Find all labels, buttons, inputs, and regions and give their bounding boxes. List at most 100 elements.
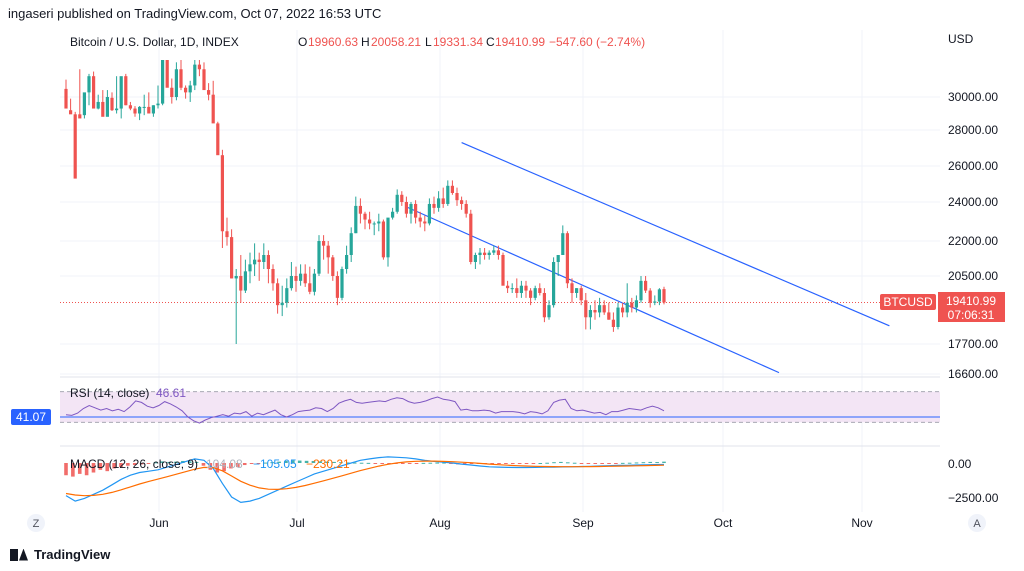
candle-body: [423, 221, 427, 224]
candle-body: [243, 271, 247, 291]
candle-body: [427, 203, 431, 224]
candle-body: [368, 219, 372, 224]
macd-histogram-bar: [270, 462, 275, 464]
macd-histogram-bar: [655, 462, 659, 464]
rsi-cursor-tag: [11, 409, 51, 425]
candle-body: [308, 283, 312, 292]
macd-histogram-bar: [304, 460, 309, 463]
macd-histogram-bar: [112, 463, 116, 469]
candle-body: [395, 194, 399, 212]
candle-body: [64, 88, 68, 109]
candle-body: [630, 302, 634, 308]
macd-label: MACD (12, 26, close, 9): [70, 457, 198, 471]
rsi-pane: [60, 391, 940, 424]
macd-histogram-bar: [373, 463, 378, 464]
candle-body: [381, 221, 385, 258]
macd-histogram-bar: [256, 463, 261, 464]
candle-body: [506, 285, 510, 289]
zoom-reset-button[interactable]: [27, 514, 45, 532]
tradingview-logo[interactable]: TradingView: [10, 547, 110, 562]
ohlc-open-label: O: [298, 35, 307, 49]
candle-body: [634, 300, 638, 308]
macd-histogram-bar: [490, 463, 494, 464]
candle-body: [340, 269, 344, 298]
candle-body: [598, 305, 602, 313]
candle-body: [621, 307, 625, 313]
candle-body: [450, 185, 454, 193]
macd-histogram-bar: [64, 463, 68, 476]
time-tick-label: Oct: [714, 516, 733, 530]
macd-signal-value: −230.21: [306, 457, 350, 471]
symbol-tag-text: BTCUSD: [883, 295, 933, 309]
candle-body: [487, 252, 491, 255]
candle-body: [653, 301, 657, 303]
candle-body: [561, 233, 565, 255]
candle-body: [372, 223, 376, 225]
macd-histogram-bar: [167, 461, 171, 463]
candle-body: [92, 76, 96, 109]
candle-body: [184, 87, 188, 93]
candle-body: [437, 198, 441, 208]
candle-body: [133, 108, 137, 114]
macd-histogram-bar: [593, 463, 598, 464]
candle-body: [253, 259, 257, 265]
candle-body: [575, 288, 579, 293]
macd-histogram-bar: [538, 463, 543, 464]
macd-histogram-bar: [126, 463, 130, 466]
rsi-value: 46.61: [156, 386, 186, 400]
candle-body: [657, 289, 661, 302]
candle-body: [570, 283, 574, 293]
candle-body: [156, 103, 160, 106]
candle-body: [377, 221, 381, 224]
candle-body: [414, 203, 418, 218]
macd-histogram-bar: [524, 463, 529, 464]
candle-body: [161, 60, 165, 104]
candle-body: [170, 87, 174, 97]
macd-histogram-bar: [552, 462, 556, 464]
candle-body: [533, 288, 537, 298]
trend-channel: [60, 142, 890, 374]
candle-body: [492, 250, 496, 253]
candle-body: [404, 202, 408, 214]
macd-histogram-bar: [572, 462, 577, 464]
candle-body: [78, 114, 82, 119]
candle-body: [547, 305, 551, 318]
macd-histogram-bar: [77, 463, 82, 474]
ohlc-low-label: L: [425, 35, 432, 49]
macd-histogram-bar: [517, 463, 522, 464]
time-axis: Jun Jul Aug Sep Oct Nov: [149, 516, 872, 530]
macd-histogram-bar: [565, 462, 570, 464]
candle-body: [179, 69, 183, 88]
macd-histogram-bar: [607, 463, 611, 464]
publish-info: ingaseri published on TradingView.com, O…: [8, 6, 382, 21]
macd-histogram-bar: [559, 461, 563, 463]
candle-body: [87, 76, 91, 93]
candle-body: [593, 310, 597, 313]
macd-histogram-bar: [146, 463, 151, 464]
macd-histogram-bar: [332, 461, 336, 463]
candle-body: [234, 276, 238, 279]
macd-histogram-bar: [442, 462, 446, 464]
candle-body: [193, 64, 197, 86]
macd-histogram-bar: [263, 462, 268, 464]
macd-histogram-bar: [504, 463, 508, 464]
candle-body: [565, 233, 569, 284]
macd-histogram-bar: [662, 461, 666, 463]
macd-histogram-bar: [614, 463, 618, 464]
macd-histogram-bar: [531, 463, 536, 464]
macd-histogram-bar: [201, 463, 206, 466]
candle-body: [335, 276, 339, 298]
candle-body: [266, 255, 270, 269]
grid: [60, 30, 940, 512]
macd-signal-line: [65, 460, 665, 497]
rsi-label: RSI (14, close): [70, 386, 149, 400]
candle-body: [271, 269, 275, 284]
brand-name: TradingView: [34, 547, 111, 562]
candle-body: [285, 288, 289, 303]
currency-label: USD: [948, 32, 974, 46]
macd-histogram-bar: [105, 463, 110, 472]
candle-body: [473, 255, 477, 262]
candle-body: [220, 155, 224, 232]
auto-scale-button[interactable]: [968, 514, 986, 532]
